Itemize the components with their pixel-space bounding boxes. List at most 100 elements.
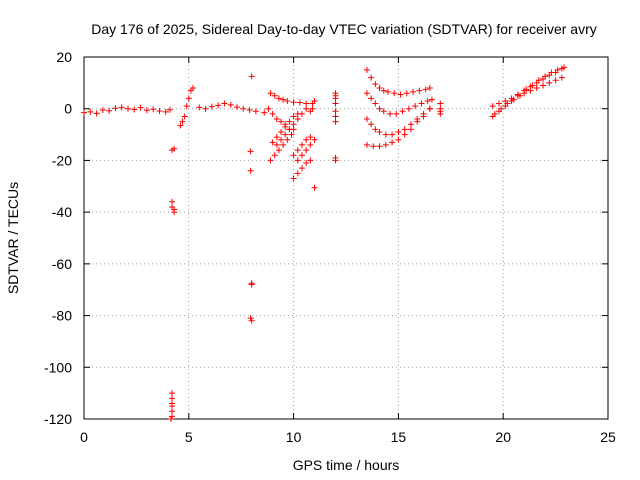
axis-ticks: 0 5 10 15 20 25 -120 -100 -80 -60 -40 -20 0 20	[44, 49, 616, 445]
data-point	[273, 141, 280, 148]
data-point	[278, 136, 285, 143]
data-point	[93, 110, 100, 117]
grid	[84, 57, 608, 419]
data-point	[183, 103, 190, 110]
data-point	[332, 113, 339, 120]
series-pass-12h	[332, 90, 339, 164]
data-point	[368, 121, 375, 128]
data-point	[401, 126, 408, 133]
data-point	[248, 317, 255, 324]
y-tick-label: -40	[52, 204, 72, 220]
data-point	[267, 157, 274, 164]
data-point	[380, 108, 387, 115]
data-point	[437, 100, 444, 107]
y-tick-label: 20	[56, 49, 72, 65]
data-point	[177, 122, 184, 129]
data-point	[560, 64, 567, 71]
data-point	[332, 95, 339, 102]
y-tick-label: -120	[44, 411, 72, 427]
data-point	[414, 118, 421, 125]
data-point	[298, 141, 305, 148]
series-pass-9-11h-bands	[267, 97, 318, 164]
data-point	[247, 148, 254, 155]
data-point	[171, 145, 178, 152]
data-point	[376, 85, 383, 92]
data-point	[280, 96, 287, 103]
data-point	[296, 99, 303, 106]
data-point	[185, 95, 192, 102]
data-point	[189, 85, 196, 92]
data-point	[118, 104, 125, 111]
data-point	[215, 102, 222, 109]
data-point	[143, 107, 150, 114]
data-point	[288, 131, 295, 138]
data-point	[303, 136, 310, 143]
data-point	[424, 97, 431, 104]
data-point	[376, 128, 383, 135]
data-point	[372, 100, 379, 107]
data-point	[395, 136, 402, 143]
series-pass-13-16h-a	[363, 66, 433, 98]
data-point	[370, 143, 377, 150]
series-pass-5h	[177, 85, 196, 129]
data-point	[303, 100, 310, 107]
data-point	[311, 136, 318, 143]
data-point	[332, 108, 339, 115]
series-pass-19-23h-a	[489, 74, 565, 120]
data-point	[290, 152, 297, 159]
data-point	[533, 85, 540, 92]
data-point	[112, 105, 119, 112]
data-point	[221, 100, 228, 107]
x-tick-label: 15	[391, 429, 407, 445]
data-point	[542, 73, 549, 80]
data-point	[405, 105, 412, 112]
data-point	[397, 91, 404, 98]
data-point	[282, 131, 289, 138]
data-point	[269, 110, 276, 117]
y-tick-label: -80	[52, 308, 72, 324]
data-point	[412, 103, 419, 110]
data-point	[202, 105, 209, 112]
data-marks	[81, 64, 567, 422]
y-tick-label: -20	[52, 152, 72, 168]
data-point	[426, 85, 433, 92]
data-point	[510, 96, 517, 103]
x-tick-label: 25	[600, 429, 616, 445]
data-point	[548, 69, 555, 76]
data-point	[240, 105, 247, 112]
data-point	[407, 121, 414, 128]
data-point	[286, 118, 293, 125]
data-point	[332, 100, 339, 107]
data-point	[504, 100, 511, 107]
x-tick-label: 0	[80, 429, 88, 445]
data-point	[271, 92, 278, 99]
data-point	[227, 101, 234, 108]
data-point	[286, 126, 293, 133]
data-point	[106, 107, 113, 114]
series-pass-10-11h-lower	[290, 134, 318, 191]
series-pass-13-16h-b	[363, 90, 435, 117]
data-point	[273, 116, 280, 123]
data-point	[290, 121, 297, 128]
data-point	[294, 157, 301, 164]
data-point	[167, 416, 174, 422]
data-point	[303, 105, 310, 112]
data-point	[81, 109, 87, 116]
data-point	[87, 108, 94, 115]
series-pass-4h	[167, 145, 178, 422]
data-point	[275, 147, 282, 154]
data-point	[307, 141, 314, 148]
x-tick-label: 20	[495, 429, 511, 445]
data-point	[273, 134, 280, 141]
data-point	[426, 105, 433, 112]
data-point	[418, 100, 425, 107]
data-point	[99, 107, 106, 114]
data-point	[169, 413, 176, 420]
data-point	[169, 408, 176, 415]
data-point	[529, 82, 536, 89]
y-tick-label: 0	[64, 101, 72, 117]
data-point	[372, 126, 379, 133]
data-point	[391, 90, 398, 97]
data-point	[401, 131, 408, 138]
data-point	[491, 110, 498, 117]
